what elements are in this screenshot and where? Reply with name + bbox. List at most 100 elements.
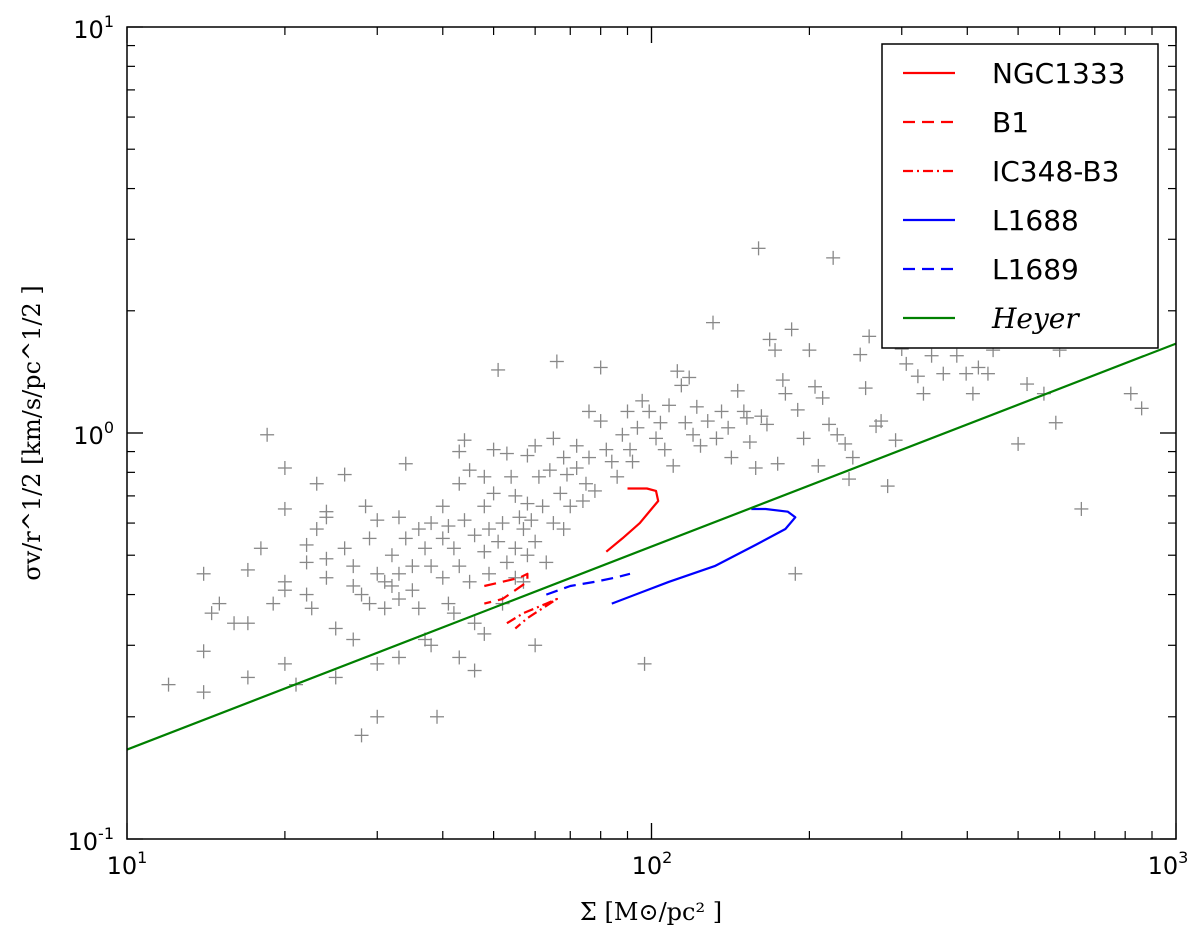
scatter-point <box>581 450 596 465</box>
scatter-point <box>358 499 373 514</box>
scatter-point <box>768 343 783 358</box>
scatter-point <box>319 510 334 525</box>
scatter-point <box>477 626 492 641</box>
scatter-point <box>874 414 889 429</box>
scatter-point <box>899 356 914 371</box>
scatter-point <box>491 362 506 377</box>
x-tick-label: 102 <box>632 848 673 880</box>
scatter-point <box>462 463 477 478</box>
scatter-point <box>637 656 652 671</box>
scatter-point <box>581 404 596 419</box>
scatter-point <box>319 570 334 585</box>
scatter-point <box>370 709 385 724</box>
scatter-point <box>549 354 564 369</box>
legend-label: B1 <box>992 106 1029 139</box>
scatter-point <box>277 656 292 671</box>
scatter-point <box>635 393 650 408</box>
scatter-point <box>910 369 925 384</box>
x-tick-label: 101 <box>107 848 148 880</box>
scatter-point <box>411 522 426 537</box>
scatter-point <box>424 559 439 574</box>
scatter-point <box>559 467 574 482</box>
scatter-point <box>916 386 931 401</box>
scatter-point <box>748 460 763 475</box>
scatter-point <box>299 537 314 552</box>
scatter-point <box>424 516 439 531</box>
scatter-point <box>714 404 729 419</box>
scatter-point <box>520 548 535 563</box>
scatter-point <box>730 383 745 398</box>
scatter-point <box>508 488 523 503</box>
scatter-point <box>328 670 343 685</box>
scatter-point <box>1074 501 1089 516</box>
scatter-point <box>391 650 406 665</box>
scatter-point <box>556 450 571 465</box>
scatter-point <box>253 541 268 556</box>
scatter-point <box>477 469 492 484</box>
scatter-point <box>670 364 685 379</box>
scatter-point <box>424 638 439 653</box>
y-axis-label: σv/r^1/2 [km/s/pc^1/2 ] <box>18 285 46 581</box>
scatter-point <box>593 414 608 429</box>
y-tick-label: 100 <box>73 418 114 450</box>
scatter-point <box>452 476 467 491</box>
scatter-point <box>858 381 873 396</box>
scatter-point <box>277 460 292 475</box>
scatter-point <box>528 438 543 453</box>
scatter-point <box>563 499 578 514</box>
scatter-point <box>762 332 777 347</box>
legend-box <box>881 43 1159 349</box>
scatter-point <box>686 427 701 442</box>
scatter-point <box>482 566 497 581</box>
scatter-point <box>467 528 482 543</box>
scatter-point <box>546 516 561 531</box>
legend-label: L1688 <box>992 204 1079 237</box>
scatter-point <box>524 513 539 528</box>
scatter-point <box>706 315 721 330</box>
scatter-point <box>625 454 640 469</box>
scatter-point <box>512 510 527 525</box>
scatter-point <box>196 566 211 581</box>
x-axis-label: Σ [M⊙/pc² ] <box>580 898 722 926</box>
scatter-point <box>435 531 450 546</box>
scatter-point <box>1048 415 1063 430</box>
scatter-point <box>362 596 377 611</box>
scatter-point <box>486 486 501 501</box>
scatter-point <box>398 456 413 471</box>
scatter-point <box>499 555 514 570</box>
scatter-point <box>569 438 584 453</box>
scatter-point <box>384 578 399 593</box>
scatter-point <box>346 578 361 593</box>
scatter-point <box>623 442 638 457</box>
scatter-point <box>337 541 352 556</box>
scatter-point <box>678 415 693 430</box>
scatter-point <box>693 438 708 453</box>
scatter-point <box>391 566 406 581</box>
scatter-point <box>467 663 482 678</box>
scatter-point <box>462 574 477 589</box>
scatter-point <box>578 476 593 491</box>
scatter-point <box>531 469 546 484</box>
scatter-point <box>398 531 413 546</box>
scatter-point <box>457 513 472 528</box>
scatter-point <box>759 417 774 432</box>
scatter-point <box>796 431 811 446</box>
scatter-point <box>1123 386 1138 401</box>
scatter-point <box>477 544 492 559</box>
scatter-point <box>457 433 472 448</box>
scatter-point <box>266 596 281 611</box>
series-line-ngc1333 <box>605 487 660 553</box>
scatter-point <box>516 522 531 537</box>
scatter-point <box>161 677 176 692</box>
scatter-point <box>666 458 681 473</box>
scatter-point <box>802 343 817 358</box>
scatter-point <box>227 616 242 631</box>
scatter-point <box>662 398 677 413</box>
y-tick-label: 101 <box>73 12 114 44</box>
scatter-point <box>391 592 406 607</box>
scatter-point <box>486 442 501 457</box>
scatter-point <box>838 436 853 451</box>
scatter-point <box>862 329 877 344</box>
scatter-point <box>477 499 492 514</box>
